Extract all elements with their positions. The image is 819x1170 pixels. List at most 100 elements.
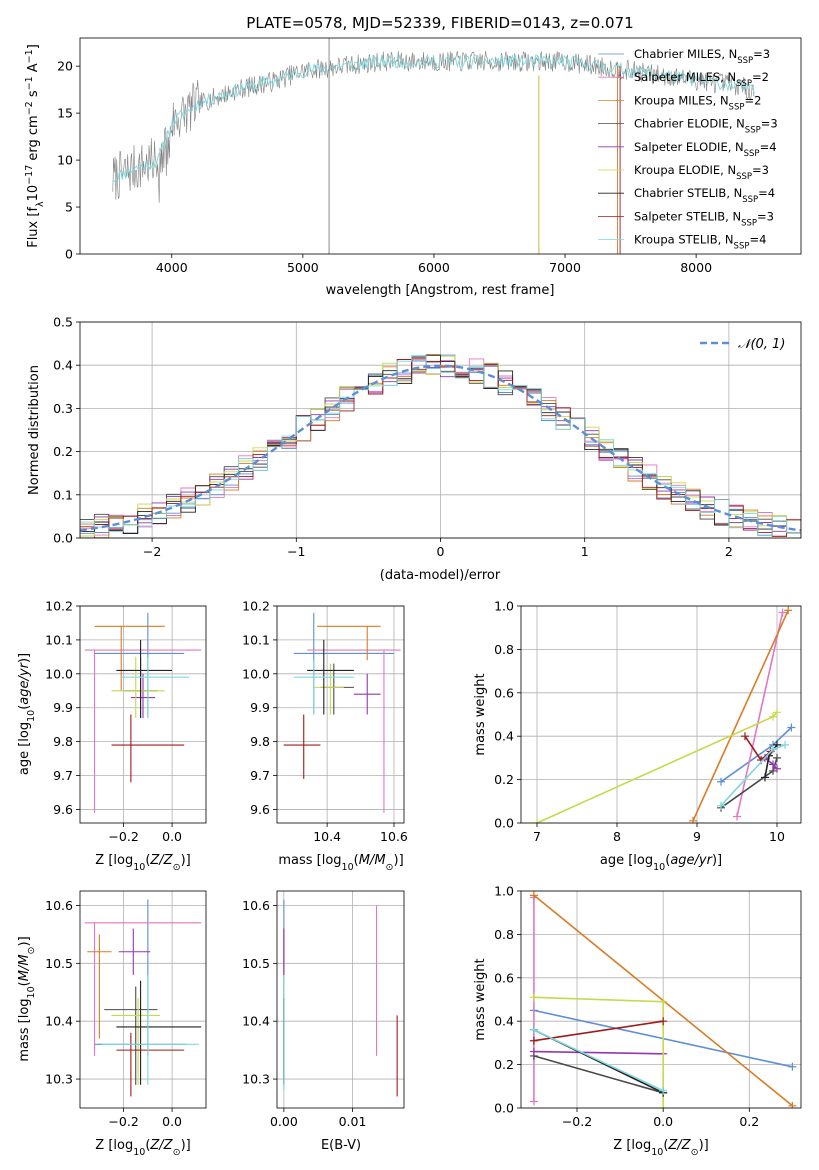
legend-label: Salpeter STELIB, NSSP=3 [634,209,774,228]
y-tick-label: 10.5 [242,956,270,971]
y-tick-label: 0.2 [494,772,514,787]
series-kroupa-elodie [533,708,781,823]
series-marker [659,1086,668,1095]
errorbar-kroupa-stelib [293,660,354,715]
residuals-panel: −2 −1 0 1 2 0.0 0.1 0.2 0.3 0.4 0.5 𝒩(0, 1) (data-mo… [27,315,802,583]
y-tick-label: 0.0 [53,531,73,546]
series-marker [659,1104,668,1108]
weight_vs_Z-marks [529,891,797,1108]
series-kroupa-miles [689,606,793,823]
y-tick-label: 9.9 [250,700,270,715]
errorbar-salpeter-stelib [111,714,185,783]
legend-label: Chabrier STELIB, NSSP=4 [634,186,775,205]
errorbar-kroupa-elodie [111,656,165,718]
mass_vs_ebv-panel: 0.00 0.01 10.3 10.4 10.5 10.6 E(B-V) [242,890,405,1153]
x-tick-label: 5000 [287,260,319,275]
series-marker [769,745,777,754]
x-tick-label: 10.6 [380,829,408,844]
spectrum-x-label: wavelength [Angstrom, rest frame] [326,283,555,298]
y-tick-label: 0.4 [494,729,514,744]
series-kroupa-elodie [529,993,668,1108]
series-marker [529,1025,538,1034]
errorbar-kroupa-miles [94,625,165,691]
legend-label: Chabrier ELODIE, NSSP=3 [634,117,778,136]
x-tick-label: 0.00 [270,1114,298,1129]
legend-entry: Chabrier MILES, NSSP=3 [598,47,770,66]
y-tick-label: 10.3 [45,1072,73,1087]
legend-entry: Kroupa STELIB, NSSP=4 [598,233,766,252]
series-chabrier-elodie [529,1051,668,1097]
weight_vs_Z-panel: −0.2 0.0 0.2 0.0 0.2 0.4 0.6 0.8 1.0 mass weight Z… [473,884,802,1158]
y-tick-label: 9.7 [53,768,73,783]
histogram-salpeter-stelib [80,359,801,537]
series-marker [529,1047,538,1056]
series-marker [773,753,781,762]
x-tick-label: 0.2 [739,1114,759,1129]
y-tick-label: 9.6 [250,802,270,817]
x-tick-label: 4000 [156,260,188,275]
spectrum-y-label: Flux [fλ10−17 erg cm−2 s−1 A−1] [24,44,46,248]
x-tick-label: 6000 [418,260,450,275]
errorbar-salpeter-stelib [116,1032,185,1097]
legend-entry: Kroupa ELODIE, NSSP=3 [598,163,769,182]
mass-vs-z-x-label: Z [log10(Z/Z⊙)] [95,1138,190,1158]
series-marker [741,732,749,741]
x-tick-label: −0.2 [108,1114,138,1129]
series-marker [717,777,725,786]
x-tick-label: 0.0 [653,1114,673,1129]
weight_vs_age-marks [533,606,796,823]
y-tick-label: 10.2 [45,599,73,614]
y-tick-label: 9.9 [53,700,73,715]
series-salpeter-elodie [529,1047,668,1058]
y-tick-label: 10.1 [242,632,270,647]
y-tick-label: 10.4 [242,1014,270,1029]
y-tick-label: 1.0 [494,884,514,899]
y-tick-label: 10.6 [242,898,270,913]
spectrum-marks [112,38,756,254]
y-tick-label: 10.5 [45,956,73,971]
errorbar-salpeter-elodie [118,928,151,975]
x-tick-label: 0.0 [162,1114,182,1129]
y-tick-label: 0.2 [494,1057,514,1072]
x-tick-label: −2 [143,544,161,559]
mass_vs_Z-frame [79,890,207,1109]
weight_vs_age-frame [520,605,802,824]
errorbar-chabrier-stelib [116,980,202,1085]
y-tick-label: 0.6 [494,970,514,985]
y-tick-label: 10.2 [242,599,270,614]
weight-vs-age-x-label: age [log10(age/yr)] [600,853,722,873]
errorbar-kroupa-miles [317,625,381,661]
y-tick-label: 0.6 [494,685,514,700]
histogram-kroupa-stelib [80,355,801,537]
mass-vs-ebv-x-label: E(B-V) [321,1138,361,1153]
residuals-marks [80,354,801,538]
series-marker [778,608,787,617]
age-vs-z-x-label: Z [log10(Z/Z⊙)] [95,853,190,873]
y-tick-label: 0.4 [53,358,73,373]
x-tick-label: 0.0 [162,829,182,844]
series-marker [761,773,769,782]
y-tick-label: 10.0 [242,666,270,681]
series-marker [773,764,781,773]
series-marker [773,708,781,717]
residuals-frame [79,321,802,539]
x-tick-label: 1 [581,544,589,559]
legend-label: 𝒩(0, 1) [738,337,785,352]
y-tick-label: 5 [65,200,73,215]
series-marker [659,1017,668,1026]
mass-vs-z-y-label: mass [log10(M/M⊙)] [17,936,37,1061]
x-tick-label: −0.2 [562,1114,592,1129]
series-marker [689,816,697,823]
errorbar-chabrier-elodie [104,986,158,1085]
legend-label: Kroupa MILES, NSSP=2 [634,93,761,112]
mass_vs_Z-panel: −0.2 0.0 10.3 10.4 10.5 10.6 Z [log10(Z/Z⊙)] ma… [17,890,207,1158]
errorbar-salpeter-miles [307,649,401,813]
errorbar-kroupa-stelib [101,974,199,1085]
legend-entry: Salpeter MILES, NSSP=2 [598,70,769,89]
legend-label: Chabrier MILES, NSSP=3 [634,47,770,66]
age_vs_Z-marks [84,612,202,813]
x-tick-label: −0.2 [108,829,138,844]
series-marker [529,1036,538,1045]
y-tick-label: 0.0 [494,1101,514,1116]
legend-label: Salpeter ELODIE, NSSP=4 [634,140,777,159]
